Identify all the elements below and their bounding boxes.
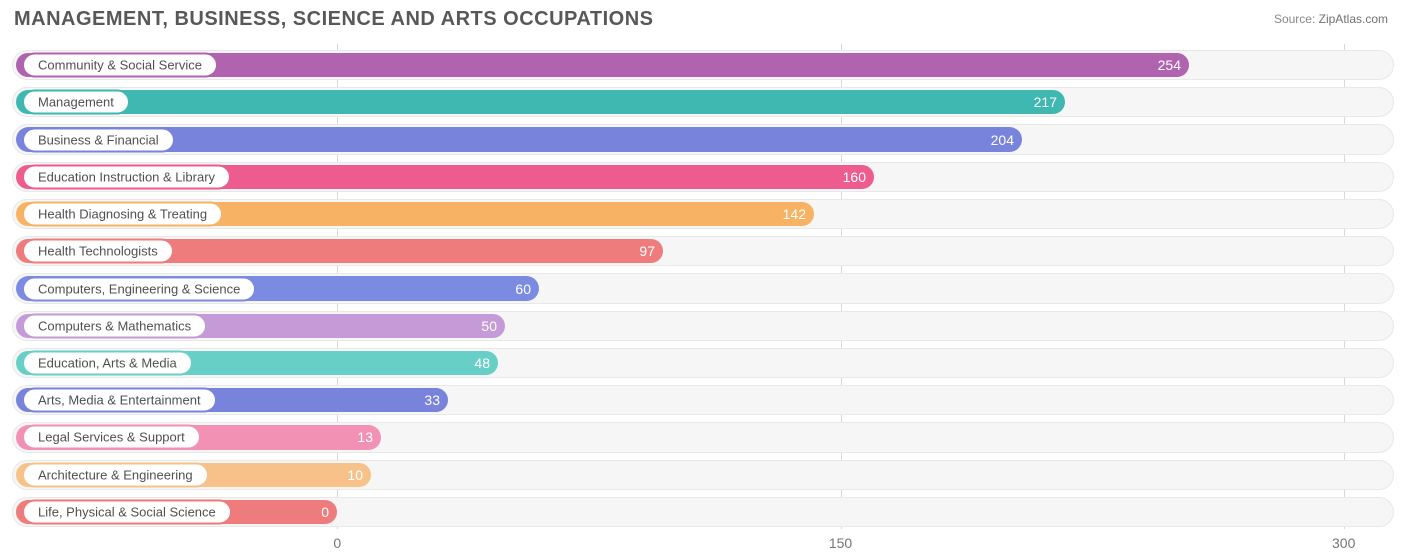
bar-row: Management 217 [12,85,1394,119]
x-tick-label: 150 [829,535,852,551]
bar-row: Life, Physical & Social Science 0 [12,495,1394,529]
value-label: 142 [783,206,806,222]
value-label: 48 [474,355,490,371]
chart-area: Community & Social Service 254 Management 2… [12,44,1394,557]
source-attribution: Source: ZipAtlas.com [1274,12,1388,26]
category-pill: Health Diagnosing & Treating [22,202,223,227]
value-label: 204 [991,132,1014,148]
bars-container: Community & Social Service 254 Management 2… [12,48,1394,529]
category-pill: Life, Physical & Social Science [22,499,232,524]
x-tick-label: 300 [1332,535,1355,551]
value-label: 254 [1158,57,1181,73]
category-pill: Community & Social Service [22,53,218,78]
bar-row: Education, Arts & Media 48 [12,346,1394,380]
bar-row: Computers & Mathematics 50 [12,309,1394,343]
bar-row: Community & Social Service 254 [12,48,1394,82]
bar-row: Arts, Media & Entertainment 33 [12,383,1394,417]
value-label: 0 [321,504,329,520]
category-pill: Business & Financial [22,127,175,152]
source-value: ZipAtlas.com [1319,12,1388,26]
bar-row: Legal Services & Support 13 [12,420,1394,454]
category-pill: Architecture & Engineering [22,462,209,487]
bar-row: Architecture & Engineering 10 [12,458,1394,492]
value-label: 10 [347,467,363,483]
category-pill: Legal Services & Support [22,425,201,450]
bar-row: Health Technologists 97 [12,234,1394,268]
bar-row: Business & Financial 204 [12,122,1394,156]
category-pill: Health Technologists [22,239,174,264]
value-label: 33 [424,392,440,408]
value-label: 50 [481,318,497,334]
bar-row: Education Instruction & Library 160 [12,160,1394,194]
value-label: 60 [515,281,531,297]
value-label: 160 [843,169,866,185]
category-pill: Education Instruction & Library [22,164,231,189]
bar-row: Health Diagnosing & Treating 142 [12,197,1394,231]
x-axis: 0 150 300 [12,533,1394,557]
category-pill: Arts, Media & Entertainment [22,388,217,413]
bar-row: Computers, Engineering & Science 60 [12,271,1394,305]
x-tick-label: 0 [333,535,341,551]
value-label: 97 [639,243,655,259]
category-pill: Computers & Mathematics [22,313,207,338]
value-label: 13 [357,429,373,445]
value-label: 217 [1034,94,1057,110]
source-label: Source: [1274,12,1315,26]
chart-title: MANAGEMENT, BUSINESS, SCIENCE AND ARTS O… [14,8,653,31]
category-pill: Education, Arts & Media [22,350,193,375]
category-pill: Computers, Engineering & Science [22,276,256,301]
category-pill: Management [22,90,130,115]
bar [16,90,1065,114]
